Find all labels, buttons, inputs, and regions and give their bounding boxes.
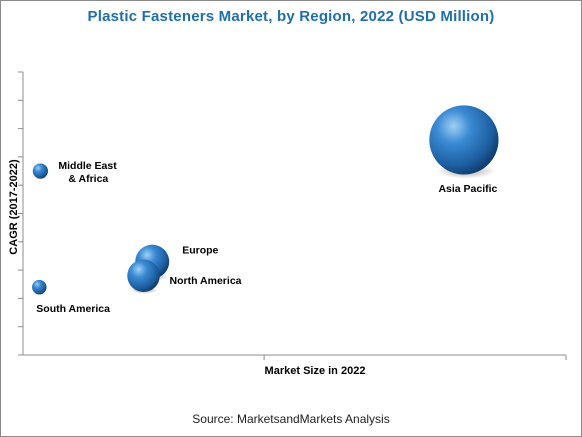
bubble-label-europe: Europe	[182, 245, 218, 257]
x-axis-label: Market Size in 2022	[264, 365, 366, 377]
chart-title: Plastic Fasteners Market, by Region, 202…	[87, 8, 495, 25]
bubble-asia-pacific	[429, 105, 499, 175]
bubble-label-north-america: North America	[170, 275, 242, 287]
bubble-middle-east-africa	[32, 163, 48, 179]
bubble-label-line: & Africa	[68, 173, 108, 185]
bubble-labels: Asia Pacific Middle East & Africa Europe Nor…	[36, 160, 497, 315]
bubble-label-south-america: South America	[36, 303, 110, 315]
bubble-label-line: Asia Pacific	[438, 183, 497, 195]
source-note: Source: MarketsandMarkets Analysis	[192, 412, 390, 426]
bubble-label-line: Europe	[182, 245, 218, 257]
bubbles	[32, 105, 499, 296]
bubble-south-america	[32, 279, 47, 295]
bubble-label-line: Middle East	[58, 160, 117, 172]
bubble-label-middle-east-africa: Middle East & Africa	[58, 160, 117, 185]
bubble-label-line: North America	[170, 275, 242, 287]
bubble-north-america	[127, 259, 160, 293]
axes	[18, 71, 567, 360]
bubble-label-line: South America	[36, 303, 110, 315]
bubble-label-asia-pacific: Asia Pacific	[438, 183, 497, 195]
